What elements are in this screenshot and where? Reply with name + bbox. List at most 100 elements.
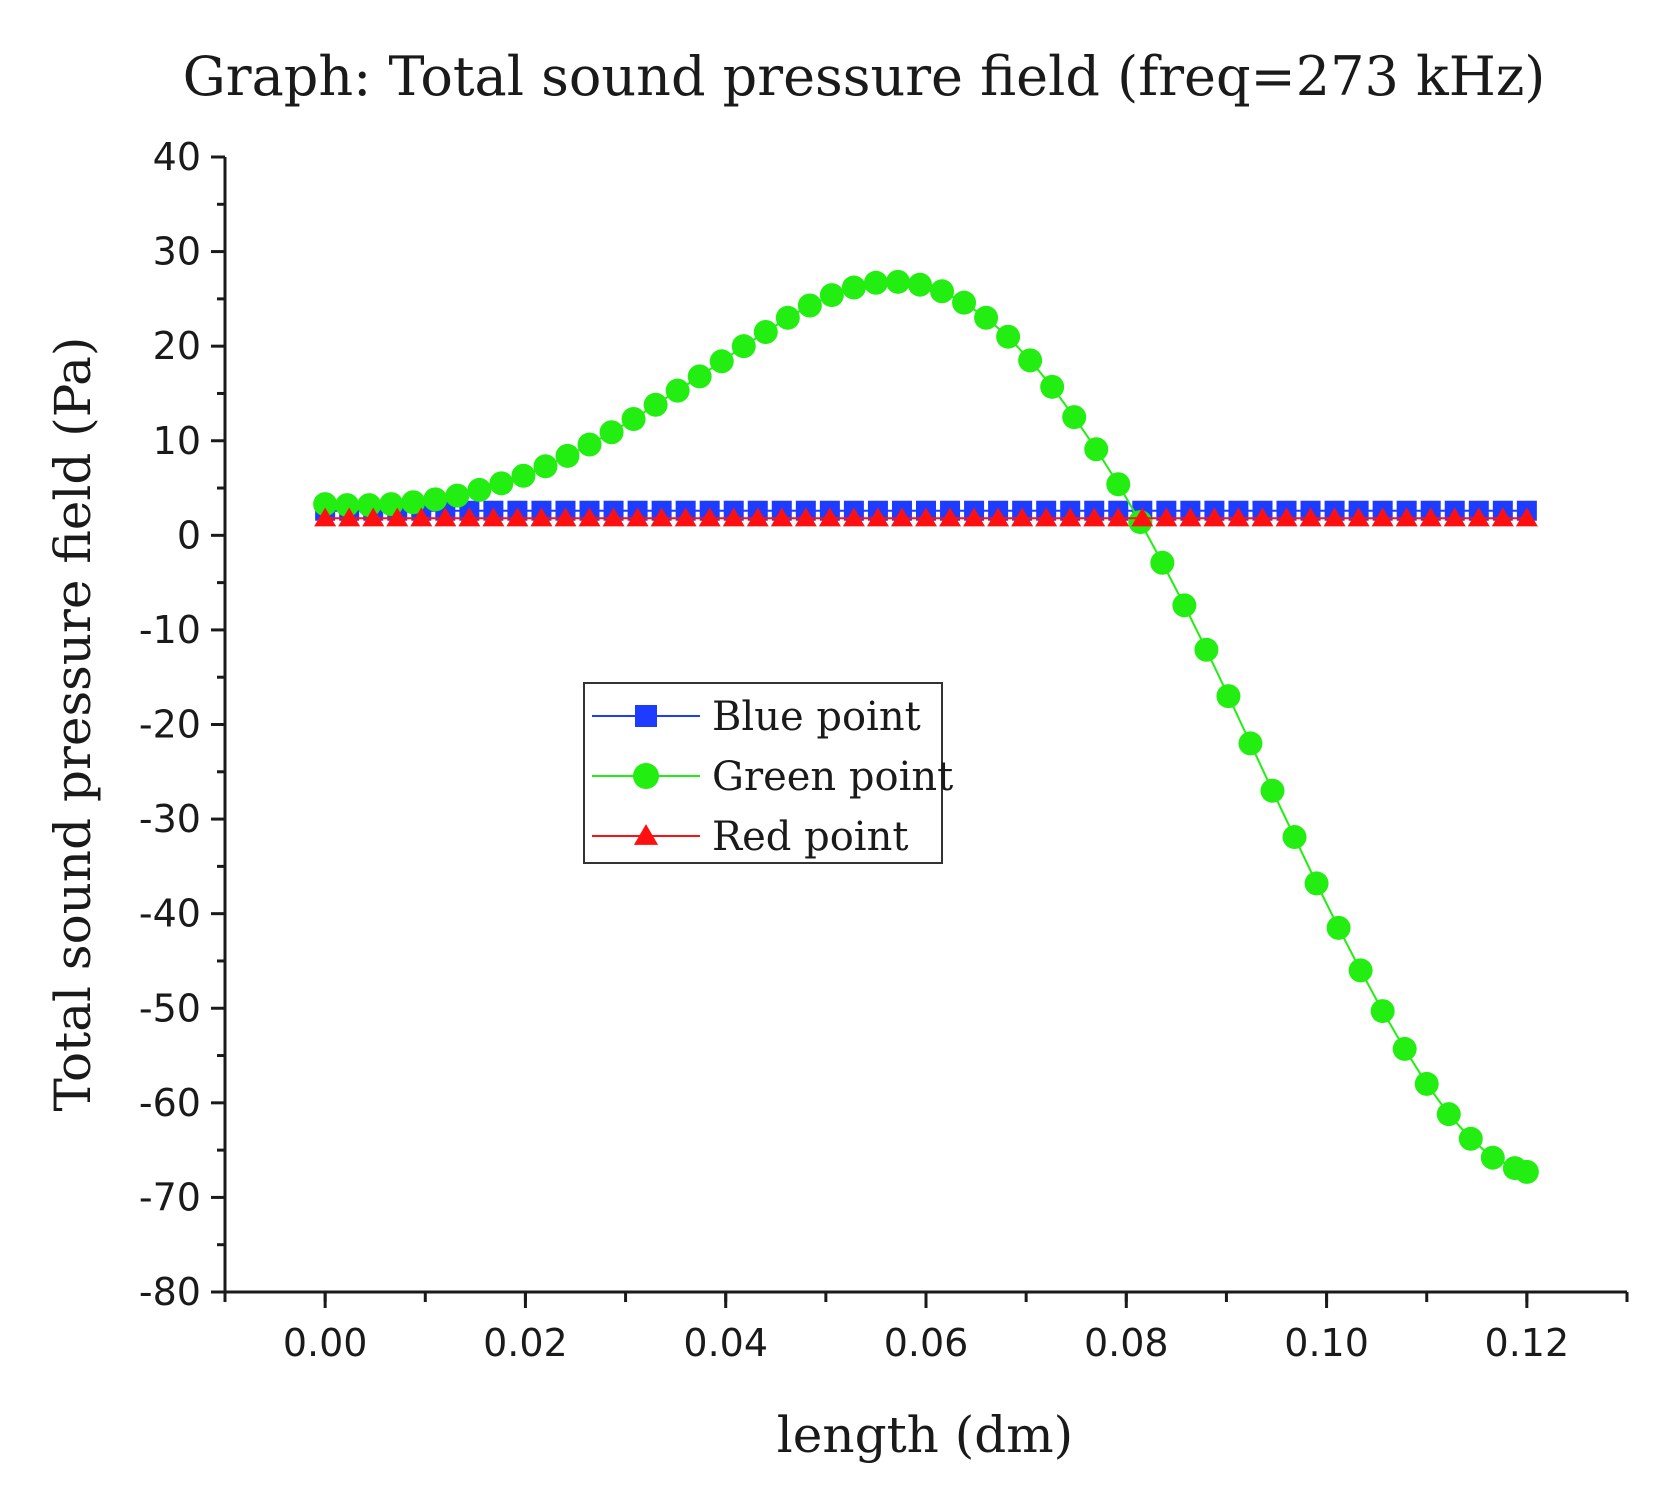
data-point: [746, 507, 769, 527]
data-point: [939, 507, 962, 527]
x-axis-ticks: 0.00 0.02 0.04 0.06 0.08 0.10 0.12: [223, 1292, 1629, 1365]
data-point: [863, 270, 888, 295]
data-point: [1414, 1071, 1439, 1096]
data-point: [1467, 507, 1490, 527]
data-point: [1323, 507, 1346, 527]
data-point: [1194, 637, 1219, 662]
data-point: [890, 507, 913, 527]
data-point: [1084, 437, 1109, 462]
x-tick-label: 0.00: [283, 1321, 368, 1365]
data-point: [1227, 507, 1250, 527]
data-point: [1238, 731, 1263, 756]
data-point: [1282, 825, 1307, 850]
data-point: [930, 279, 955, 304]
data-point: [386, 507, 409, 527]
data-point: [987, 507, 1010, 527]
data-point: [410, 507, 433, 527]
data-point: [1392, 1036, 1417, 1061]
data-point: [1299, 507, 1322, 527]
x-tick-label: 0.06: [884, 1321, 969, 1365]
data-point: [313, 492, 338, 517]
y-tick-label: -80: [139, 1270, 201, 1314]
legend-label: Red point: [712, 814, 908, 860]
data-point: [530, 507, 553, 527]
legend-marker: [633, 824, 659, 845]
x-tick-label: 0.10: [1284, 1321, 1369, 1365]
data-point: [1458, 1126, 1483, 1151]
data-point: [511, 463, 536, 488]
data-point: [314, 507, 337, 527]
y-tick-label: -60: [139, 1081, 201, 1125]
data-point: [1216, 684, 1241, 709]
data-point: [698, 507, 721, 527]
data-point: [963, 507, 986, 527]
data-point: [423, 487, 448, 512]
series-layer: [313, 269, 1539, 1184]
x-tick-label: 0.08: [1084, 1321, 1169, 1365]
data-point: [775, 305, 800, 330]
data-point: [1059, 507, 1082, 527]
y-tick-label: 30: [153, 230, 201, 274]
data-point: [1370, 999, 1395, 1024]
data-point: [709, 349, 734, 374]
data-point: [362, 507, 385, 527]
data-point: [731, 334, 756, 359]
data-point: [434, 507, 457, 527]
data-point: [1040, 374, 1065, 399]
data-point: [338, 507, 361, 527]
chart-title: Graph: Total sound pressure field (freq=…: [183, 45, 1546, 108]
data-point: [1260, 778, 1285, 803]
data-point: [335, 493, 360, 518]
data-point: [797, 293, 822, 318]
data-point: [866, 507, 889, 527]
data-point: [1083, 507, 1106, 527]
data-point: [665, 378, 690, 403]
data-point: [602, 507, 625, 527]
data-point: [819, 283, 844, 308]
x-tick-label: 0.04: [683, 1321, 768, 1365]
data-point: [533, 454, 558, 479]
y-tick-label: 20: [153, 324, 201, 368]
data-point: [1304, 871, 1329, 896]
data-point: [674, 507, 697, 527]
data-point: [1251, 507, 1274, 527]
data-point: [577, 432, 602, 457]
data-point: [952, 290, 977, 315]
data-point: [650, 507, 673, 527]
data-point: [1491, 507, 1514, 527]
data-point: [794, 507, 817, 527]
y-tick-label: 0: [177, 513, 201, 557]
data-point: [1326, 915, 1351, 940]
legend-marker: [635, 705, 657, 727]
data-point: [1419, 507, 1442, 527]
data-point: [974, 305, 999, 330]
y-axis-label: Total sound pressure field (Pa): [44, 337, 102, 1112]
x-tick-label: 0.02: [483, 1321, 568, 1365]
data-point: [1062, 405, 1087, 430]
y-tick-label: -50: [139, 986, 201, 1030]
data-point: [842, 507, 865, 527]
series-red-point: [314, 507, 1538, 527]
data-point: [506, 507, 529, 527]
data-point: [1018, 348, 1043, 373]
data-point: [1035, 507, 1058, 527]
data-point: [482, 507, 505, 527]
y-axis-ticks: 40 30 20 10 0 -10 -20 -30 -40 -50 -60 -70 -80: [139, 135, 225, 1314]
data-point: [722, 507, 745, 527]
data-point: [687, 364, 712, 389]
data-point: [1131, 507, 1154, 527]
legend: Blue point Green point Red point: [583, 682, 953, 864]
y-tick-label: -20: [139, 703, 201, 747]
legend-marker: [633, 763, 659, 789]
data-point: [1371, 507, 1394, 527]
data-point: [599, 420, 624, 445]
data-point: [643, 392, 668, 417]
data-point: [907, 272, 932, 297]
data-point: [996, 324, 1021, 349]
data-point: [458, 507, 481, 527]
data-point: [626, 507, 649, 527]
data-point: [1515, 507, 1538, 527]
data-point: [445, 483, 470, 508]
x-tick-label: 0.12: [1485, 1321, 1570, 1365]
